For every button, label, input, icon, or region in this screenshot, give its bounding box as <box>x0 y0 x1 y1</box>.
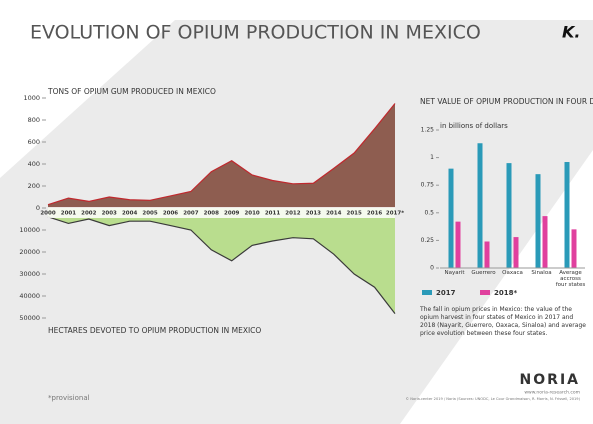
bar <box>571 229 577 268</box>
y-tick-label: 0.25 <box>421 237 435 244</box>
y-tick-label: 40000 <box>19 292 40 300</box>
bar <box>564 162 570 268</box>
x-tick-label: Average accross four states <box>555 270 586 289</box>
bar <box>506 163 512 268</box>
x-axis-band <box>48 207 395 218</box>
area-line <box>47 216 396 314</box>
chart-title: NET VALUE OF OPIUM PRODUCTION IN FOUR DI… <box>420 97 593 106</box>
x-tick-label: 2000 <box>40 211 55 217</box>
chart-title: TONS OF OPIUM GUM PRODUCED IN MEXICO <box>47 87 216 96</box>
x-tick-label: 2013 <box>306 211 321 217</box>
x-tick-label: 2011 <box>265 211 280 217</box>
x-tick-label: 2002 <box>81 211 96 217</box>
x-tick-label: 2017* <box>386 211 404 217</box>
page-title: EVOLUTION OF OPIUM PRODUCTION IN MEXICO <box>30 22 481 44</box>
x-tick-label: 2007 <box>183 211 198 217</box>
x-label-box: Oaxaca <box>502 270 523 276</box>
x-label-box: Average accross four states <box>555 270 586 289</box>
legend-swatch <box>480 290 490 295</box>
y-tick-label: 0.5 <box>424 209 434 216</box>
x-tick-label: Nayarit <box>444 270 465 276</box>
bar <box>448 168 454 268</box>
x-tick-label: 2004 <box>122 211 137 217</box>
x-label-box: Nayarit <box>444 270 465 276</box>
caption-box: The fall in opium prices in Mexico: the … <box>420 306 586 338</box>
y-tick-label: 200 <box>28 182 40 190</box>
y-tick-label: 0.75 <box>421 182 435 189</box>
background-shape <box>470 250 593 424</box>
y-tick-label: 10000 <box>19 226 40 234</box>
legend-label: 2018* <box>494 289 517 297</box>
x-tick-label: Oaxaca <box>502 270 523 276</box>
x-tick-label: 2006 <box>163 211 178 217</box>
chart-title: HECTARES DEVOTED TO OPIUM PRODUCTION IN … <box>48 326 261 335</box>
y-tick-label: 30000 <box>19 270 40 278</box>
x-tick-label: 2005 <box>142 211 157 217</box>
x-tick-label: 2001 <box>61 211 76 217</box>
y-tick-label: 1.25 <box>421 127 435 134</box>
chart-subtitle: in billions of dollars <box>440 122 508 130</box>
y-tick-label: 0 <box>430 265 434 272</box>
y-tick-label: 400 <box>28 160 40 168</box>
bar <box>455 221 461 268</box>
y-tick-label: 1 <box>430 154 434 161</box>
bar <box>484 241 490 268</box>
legend-swatch <box>422 290 432 295</box>
x-tick-label: Sinaloa <box>531 270 552 276</box>
credits: © Noria.center 2019 / Noria (Sources: UN… <box>406 397 581 401</box>
bar <box>477 143 483 268</box>
x-tick-label: 2003 <box>102 211 117 217</box>
bar <box>513 237 519 268</box>
bar <box>535 174 541 268</box>
caption: The fall in opium prices in Mexico: the … <box>420 306 586 338</box>
y-tick-label: 50000 <box>19 314 40 322</box>
x-label-box: Guerrero <box>471 270 496 276</box>
logo: K. <box>562 23 580 42</box>
y-tick-label: 1000 <box>23 94 40 102</box>
x-tick-label: 2015 <box>347 211 362 217</box>
footnote: *provisional <box>48 394 90 402</box>
x-tick-label: 2009 <box>224 211 239 217</box>
bar <box>542 216 548 268</box>
x-tick-label: 2016 <box>367 211 382 217</box>
area-fill <box>48 208 395 314</box>
x-tick-label: 2008 <box>204 211 219 217</box>
y-tick-label: 0 <box>36 204 40 212</box>
x-tick-label: Guerrero <box>471 270 496 276</box>
x-tick-label: 2012 <box>285 211 300 217</box>
x-tick-label: 2014 <box>326 211 341 217</box>
website: www.noria-research.com <box>524 390 580 396</box>
area-line <box>47 103 396 206</box>
area-fill <box>48 103 395 208</box>
x-tick-label: 2010 <box>244 211 259 217</box>
brand: NORIA <box>520 372 580 388</box>
x-label-box: Sinaloa <box>531 270 552 276</box>
y-tick-label: 600 <box>28 138 40 146</box>
y-tick-label: 20000 <box>19 248 40 256</box>
y-tick-label: 800 <box>28 116 40 124</box>
legend-label: 2017 <box>436 289 456 297</box>
